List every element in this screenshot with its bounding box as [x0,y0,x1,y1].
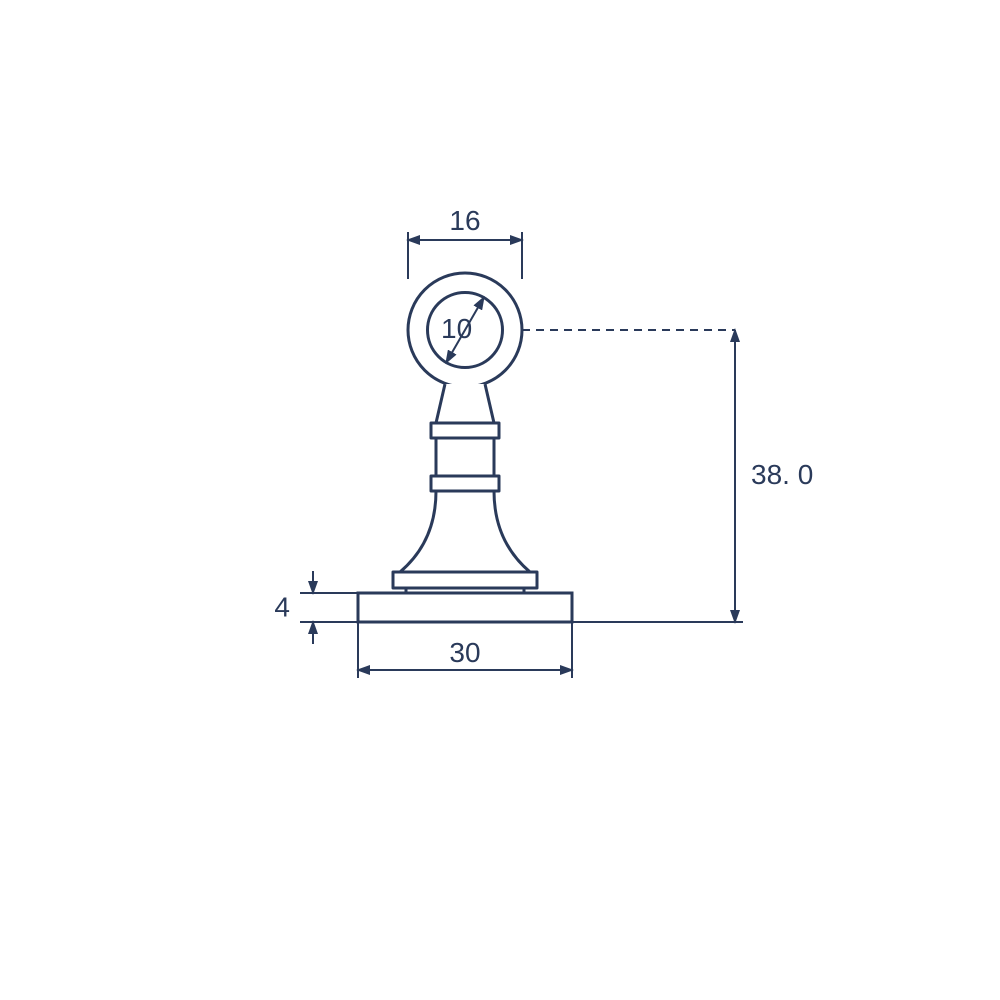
dim-4-label: 4 [274,592,290,623]
dim-16-label: 16 [449,205,480,236]
dim-30-label: 30 [449,637,480,668]
dim-38-label: 38. 0 [751,459,813,490]
dim-10-label: 10 [441,313,472,344]
part-body-outline [393,384,537,593]
base-plate [358,593,572,622]
dimension-drawing: 16 10 38. 0 4 30 [0,0,1000,1000]
